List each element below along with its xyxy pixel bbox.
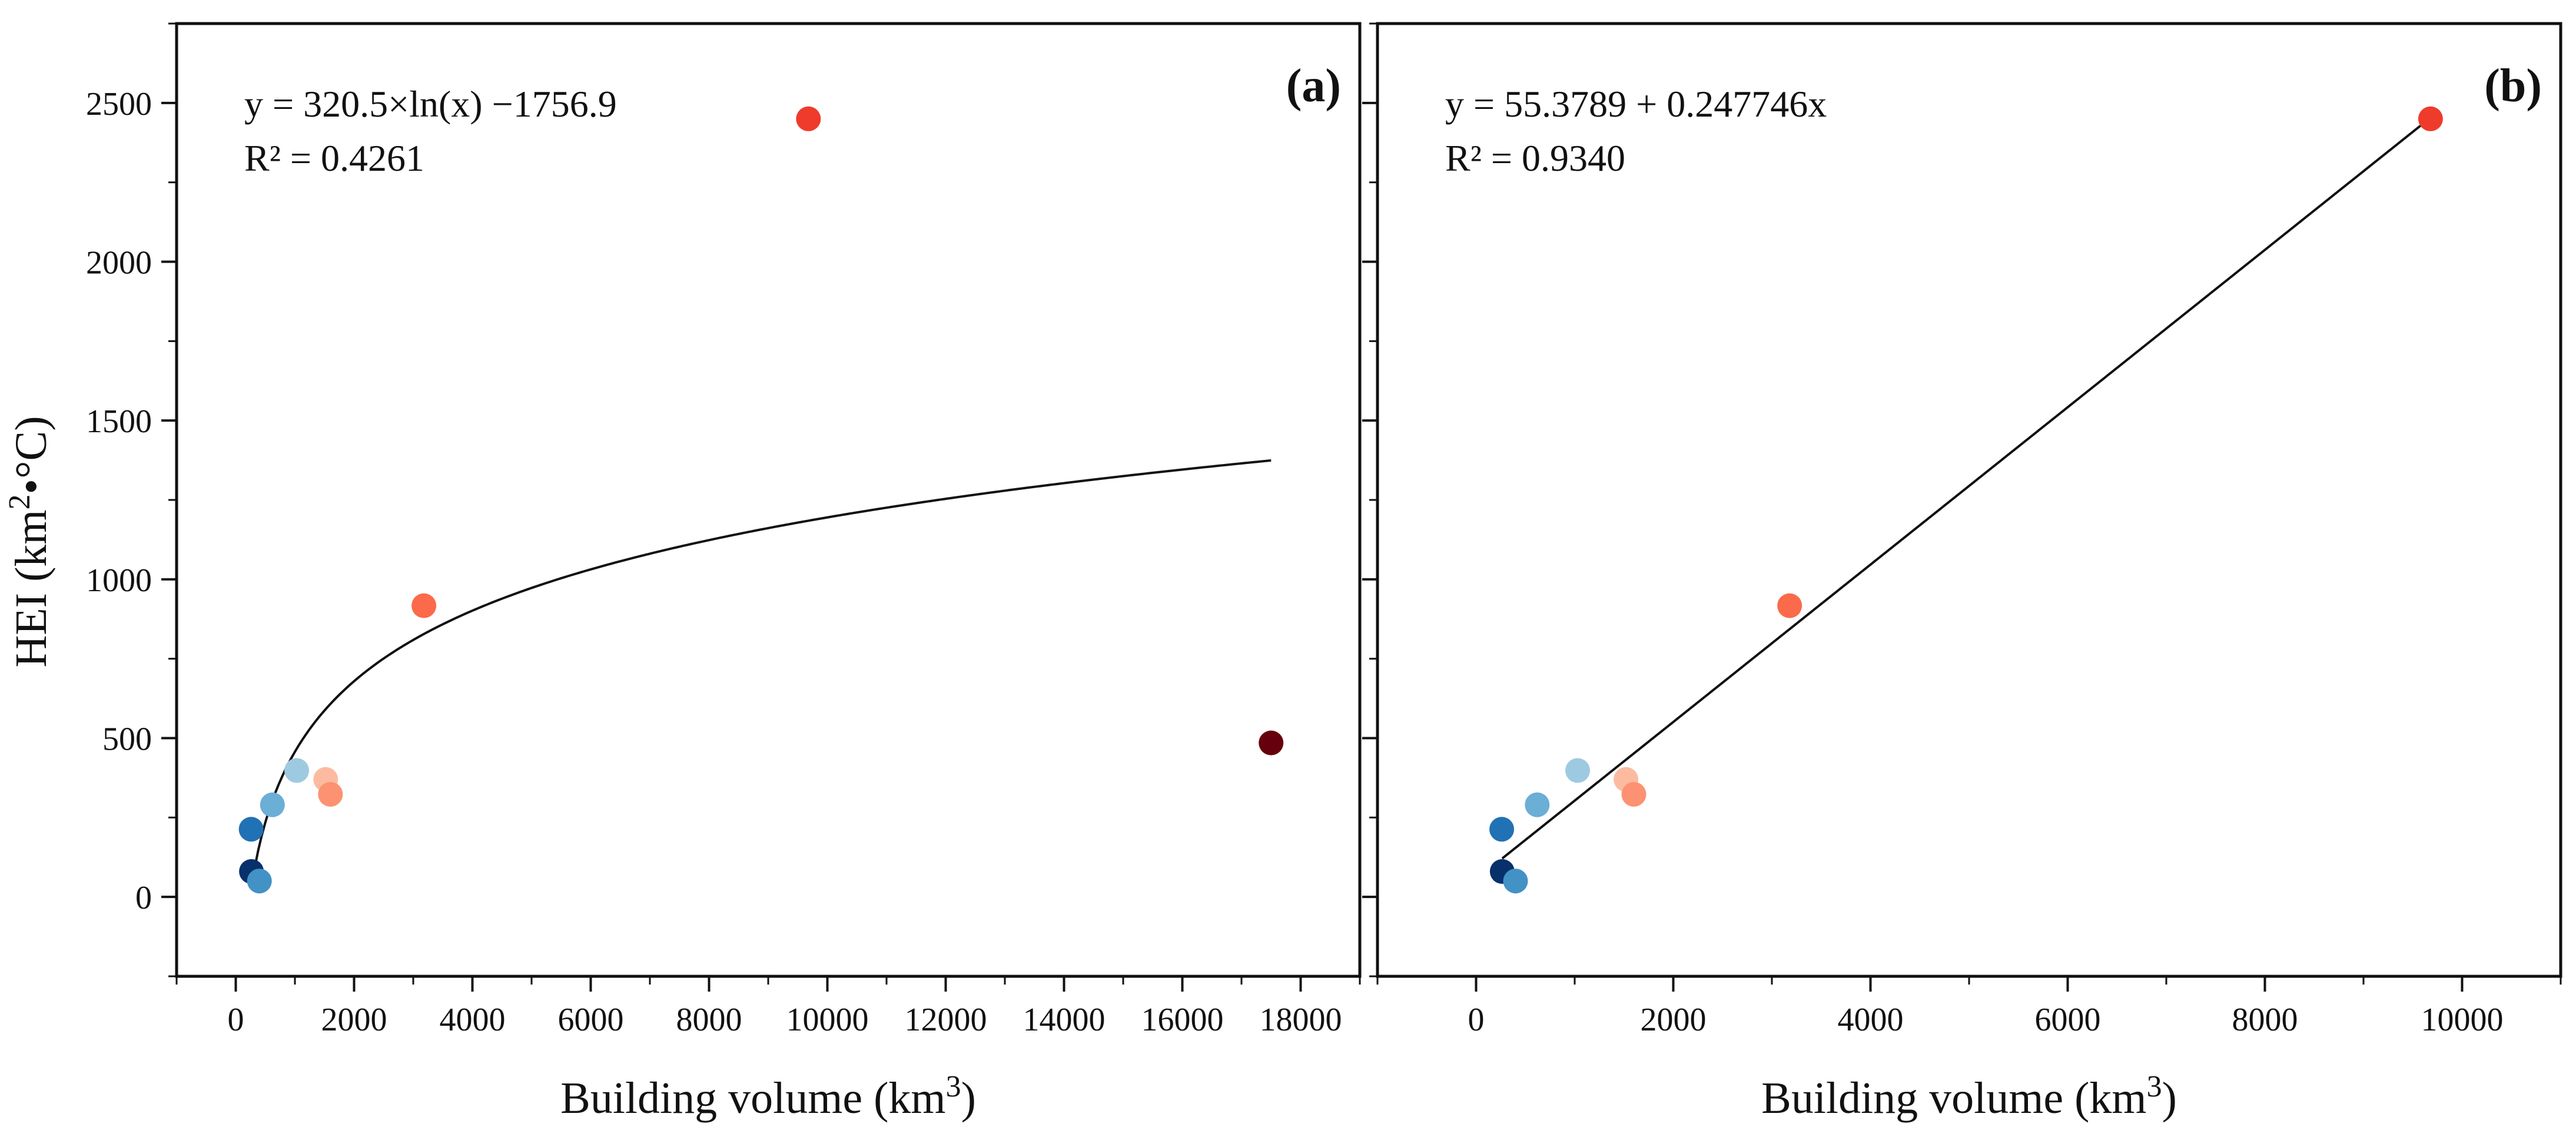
r-squared: R² = 0.4261 [244,137,424,179]
data-point [411,593,437,618]
data-point [1489,817,1515,842]
fit-line [250,459,1272,887]
fit-line [1501,117,2432,860]
data-point [1621,781,1646,807]
data-point [260,792,285,817]
x-tick-label: 6000 [2035,1002,2101,1038]
fit-equation: y = 320.5×ln(x) −1756.9 [244,83,617,125]
fit-equation: y = 55.3789 + 0.247746x [1445,83,1827,125]
data-point [1259,730,1284,755]
x-tick-label: 8000 [2232,1002,2298,1038]
data-point [318,781,343,807]
x-tick-label: 14000 [1023,1002,1106,1038]
x-tick-label: 0 [228,1002,244,1038]
y-tick-label: 1000 [86,562,152,599]
x-tick-label: 6000 [558,1002,624,1038]
data-point [1525,792,1550,817]
panel-label: (a) [1286,60,1341,112]
x-tick-label: 2000 [321,1002,387,1038]
x-tick-label: 18000 [1260,1002,1342,1038]
y-tick-label: 500 [102,721,152,758]
x-tick-label: 8000 [676,1002,742,1038]
x-axis-title: Building volume (km3) [1761,1070,2177,1124]
x-tick-label: 2000 [1641,1002,1707,1038]
x-tick-label: 10000 [2421,1002,2504,1038]
r-squared: R² = 0.9340 [1445,137,1625,179]
data-point [1565,758,1591,783]
y-axis-title: HEI (km2•°C) [3,416,57,667]
x-tick-label: 4000 [440,1002,506,1038]
x-tick-label: 10000 [786,1002,869,1038]
data-point [2418,106,2443,131]
data-point [1503,869,1528,894]
x-tick-label: 12000 [905,1002,987,1038]
panel-b: 0 2000 4000 6000 8000 10000 y = 55.3789 + 0.24… [1362,22,2562,1124]
x-axis-title: Building volume (km3) [560,1070,976,1124]
y-tick-label: 0 [135,880,152,916]
panel-label: (b) [2484,60,2542,112]
x-tick-label: 0 [1468,1002,1485,1038]
data-point [284,758,310,783]
panel-a: 0 2000 4000 6000 8000 10000 12000 14000 16000 180… [86,22,1362,1124]
x-tick-label: 4000 [1838,1002,1904,1038]
data-point [247,869,272,894]
y-tick-label: 2500 [86,86,152,122]
x-tick-label: 16000 [1141,1002,1224,1038]
data-point [1777,593,1802,618]
data-point [796,106,821,131]
data-point [238,817,264,842]
y-tick-label: 1500 [86,403,152,440]
y-tick-label: 2000 [86,245,152,281]
